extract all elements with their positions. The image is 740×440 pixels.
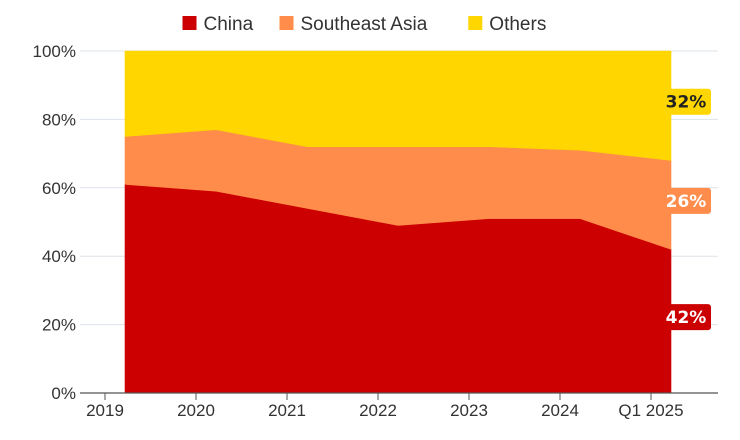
- area-others: [124, 50, 672, 161]
- x-tick-label: 2020: [177, 401, 215, 420]
- legend-label: China: [204, 14, 254, 35]
- end-label-others: 32%: [661, 88, 711, 115]
- end-label-box: [661, 88, 711, 115]
- legend-label: Others: [489, 14, 546, 35]
- axes: 0% 20% 40% 60% 80% 100% 2019 2020 2021 2022 2023 20…: [33, 42, 718, 420]
- x-tick-label: 2022: [359, 401, 397, 420]
- end-labels: 32% 26% 42%: [661, 88, 711, 331]
- legend-item-southeast-asia: Southeast Asia: [279, 14, 428, 35]
- legend-swatch: [468, 16, 483, 30]
- x-tick-label: 2021: [268, 401, 306, 420]
- x-tick-label: 2023: [450, 401, 488, 420]
- legend-swatch: [279, 16, 294, 30]
- x-tick-label: 2019: [86, 401, 124, 420]
- x-tick-label: 2024: [541, 401, 579, 420]
- end-label-text: 32%: [666, 93, 707, 113]
- end-label-text: 42%: [666, 308, 707, 328]
- end-label-text: 26%: [666, 192, 707, 212]
- x-tick-label: Q1 2025: [618, 401, 683, 420]
- y-tick-label: 40%: [42, 247, 76, 266]
- y-tick-label: 0%: [51, 384, 76, 403]
- y-tick-label: 60%: [42, 179, 76, 198]
- y-tick-label: 100%: [33, 42, 76, 61]
- y-tick-label: 20%: [42, 316, 76, 335]
- end-label-southeast-asia: 26%: [661, 187, 711, 214]
- legend-label: Southeast Asia: [301, 14, 428, 35]
- legend-swatch: [182, 16, 197, 30]
- end-label-box: [661, 187, 711, 214]
- end-label-china: 42%: [661, 304, 711, 331]
- legend-item-china: China: [182, 14, 254, 35]
- areas: [124, 50, 672, 394]
- legend: China Southeast Asia Others: [182, 14, 546, 35]
- end-label-box: [661, 304, 711, 331]
- legend-item-others: Others: [468, 14, 546, 35]
- y-tick-label: 80%: [42, 110, 76, 129]
